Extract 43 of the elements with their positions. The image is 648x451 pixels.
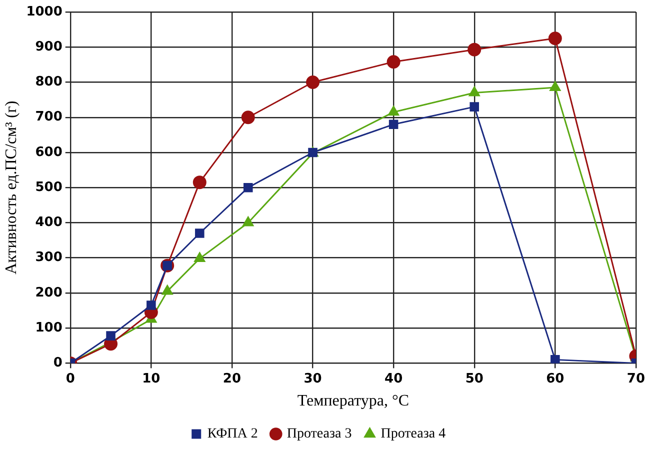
point (388, 120, 398, 130)
point (162, 284, 173, 295)
x-tick-label: 50 (465, 371, 484, 386)
y-tick-label: 700 (35, 110, 62, 125)
point (388, 106, 400, 116)
point (550, 81, 561, 92)
x-tick-label: 30 (304, 371, 322, 386)
point (146, 300, 156, 310)
y-tick-label: 800 (35, 74, 62, 90)
x-tick-label: 0 (66, 371, 75, 386)
point (386, 55, 400, 69)
x-tick-label: 70 (626, 371, 645, 386)
y-axis-title: Активность ед.ПС/см³ (г) (2, 100, 20, 274)
x-tick-label: 60 (546, 371, 564, 386)
point (242, 216, 254, 226)
point (106, 331, 116, 340)
point (468, 86, 480, 96)
point (243, 182, 253, 192)
legend-label: Протеаза 3 (286, 426, 352, 442)
point (192, 176, 206, 190)
point (195, 228, 204, 238)
point (550, 355, 560, 364)
x-tick-label: 40 (384, 371, 403, 386)
point (241, 110, 255, 124)
legend-label: КФПА 2 (207, 426, 258, 442)
legend-label: Протеаза 4 (380, 426, 446, 442)
x-axis-title: Температура, °C (297, 392, 410, 410)
point (548, 32, 562, 46)
y-tick-label: 1000 (26, 4, 62, 20)
point (468, 42, 482, 56)
y-tick-label: 200 (35, 285, 62, 300)
point (194, 252, 206, 262)
y-tick-label: 900 (35, 39, 62, 54)
point (306, 75, 320, 89)
point (470, 102, 479, 112)
y-tick-label: 0 (53, 356, 62, 371)
y-tick-label: 400 (35, 215, 62, 230)
y-tick-label: 500 (35, 180, 62, 195)
y-tick-label: 600 (35, 144, 62, 160)
y-tick-label: 300 (35, 250, 62, 266)
y-tick-label: 100 (35, 320, 62, 336)
x-tick-label: 10 (142, 371, 160, 386)
x-tick-label: 20 (222, 371, 242, 386)
